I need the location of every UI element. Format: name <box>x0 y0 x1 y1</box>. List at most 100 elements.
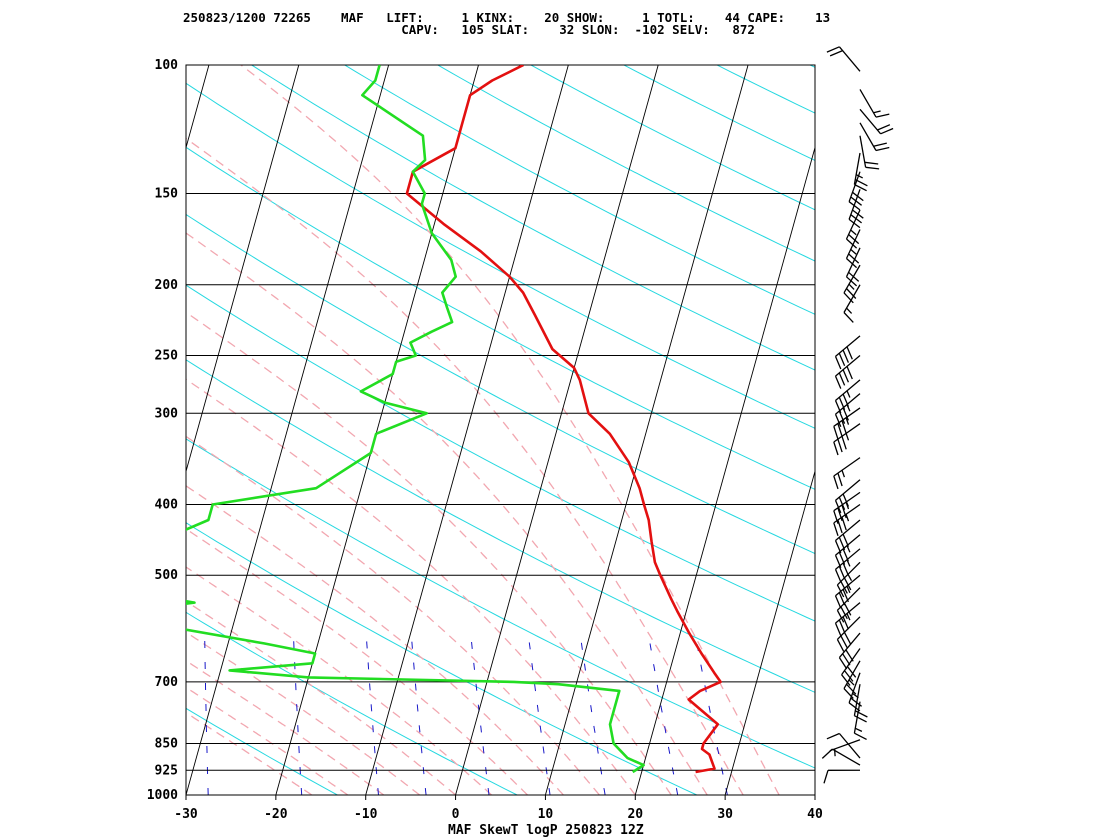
wind-barb-feather <box>843 577 852 591</box>
wind-barb-feather <box>850 214 862 224</box>
temperature-tick-label: 40 <box>807 807 823 822</box>
wind-barb-feather <box>833 441 839 456</box>
wind-barb-staff <box>841 648 861 676</box>
mixing-ratio-line <box>410 633 427 795</box>
dry-adiabat <box>186 284 815 622</box>
wind-barb <box>841 648 861 686</box>
pressure-tick-label: 400 <box>155 498 179 513</box>
wind-barb-half-feather <box>852 692 859 699</box>
wind-barb-feather <box>842 562 849 576</box>
wind-barb-feather <box>842 616 849 630</box>
wind-barb-feather <box>877 124 891 131</box>
pressure-axis-labels: 100 150 200 250 300 400 500 700 850 925 1000 <box>147 58 178 803</box>
wind-barb <box>859 89 890 118</box>
wind-barb-feather <box>834 414 842 428</box>
wind-barb-feather <box>838 657 848 670</box>
wind-barb-feather <box>845 649 854 662</box>
moist-adiabat <box>186 485 564 795</box>
wind-barb <box>834 335 861 370</box>
mixing-ratio-line <box>292 633 303 795</box>
wind-barb-feather <box>880 127 894 135</box>
wind-barb-feather <box>848 201 861 211</box>
wind-barb-feather <box>846 346 853 360</box>
wind-barb-feather <box>833 510 839 524</box>
wind-barb <box>836 587 861 623</box>
wind-barb-staff <box>836 587 861 611</box>
wind-barb-half-feather <box>846 613 851 621</box>
wind-barb-feather <box>848 253 860 264</box>
wind-barb-feather <box>846 683 857 695</box>
wind-barb-staff <box>835 479 861 501</box>
wind-barb <box>845 247 861 287</box>
dry-adiabat <box>808 65 815 68</box>
wind-barb-feather <box>829 50 843 57</box>
wind-barb-feather <box>852 209 864 219</box>
wind-barb-half-feather <box>846 545 851 553</box>
wind-barb-feather <box>843 631 852 645</box>
wind-barb-staff <box>848 672 861 704</box>
wind-barb-feather <box>838 397 846 411</box>
wind-barb-feather <box>838 372 846 386</box>
wind-barb-feather <box>826 46 840 53</box>
pressure-tick-label: 200 <box>155 278 179 293</box>
wind-barb-feather <box>838 592 846 606</box>
wind-barb <box>834 479 861 514</box>
wind-barb-feather <box>848 234 860 245</box>
wind-barb-feather <box>843 688 854 699</box>
wind-barb-feather <box>833 426 839 440</box>
wind-barb-feather <box>846 258 858 269</box>
wind-barb-feather <box>854 732 867 740</box>
isotherm <box>634 145 815 795</box>
wind-barb-feather <box>843 602 852 616</box>
isotherm <box>186 65 300 473</box>
wind-barb <box>838 632 861 670</box>
wind-barb <box>859 135 880 170</box>
wind-barb <box>834 519 861 554</box>
isotherm <box>186 65 390 795</box>
wind-barb-feather <box>837 423 843 437</box>
wind-barb-feather <box>841 504 847 519</box>
pressure-tick-label: 300 <box>155 406 179 421</box>
dry-adiabat <box>436 65 815 262</box>
wind-barb-feather <box>837 438 843 453</box>
chart-footer-title: MAF SkewT logP 250823 12Z <box>448 823 644 838</box>
wind-barb-half-feather <box>845 417 850 425</box>
mixing-ratio-line <box>647 633 679 795</box>
wind-barb-column <box>821 46 894 784</box>
isotherm <box>365 65 569 795</box>
wind-barb-half-feather <box>846 307 853 314</box>
wind-barb-half-feather <box>846 585 851 594</box>
wind-barb-feather <box>841 436 847 450</box>
wind-barb-feather <box>875 113 890 118</box>
wind-barb-half-feather <box>841 469 846 478</box>
wind-barb-feather <box>842 493 849 507</box>
wind-barb <box>833 503 861 537</box>
plot-frame <box>185 64 816 796</box>
wind-barb-feather <box>838 537 846 551</box>
wind-barb-staff <box>835 335 861 357</box>
wind-barb-feather <box>834 375 842 389</box>
dry-adiabat <box>529 65 815 211</box>
wind-barb <box>845 209 861 249</box>
isotherm <box>0 65 29 795</box>
wind-barb-staff <box>848 171 861 202</box>
moist-adiabat <box>186 566 492 795</box>
pressure-tick-label: 700 <box>155 675 179 690</box>
wind-barb-feather <box>840 635 848 649</box>
wind-barb-feather <box>842 548 849 562</box>
wind-barb-feather <box>855 179 868 187</box>
temperature-tick-label: 20 <box>627 807 643 822</box>
wind-barb <box>843 264 861 304</box>
wind-barb-feather <box>840 606 848 620</box>
wind-barb-feather <box>842 393 849 407</box>
wind-barb-feather <box>834 595 842 609</box>
dry-adiabat <box>186 82 815 429</box>
wind-barb-feather <box>834 356 842 370</box>
wind-barb <box>859 108 894 135</box>
wind-barb-staff <box>843 264 861 294</box>
wind-barb-half-feather <box>845 433 850 441</box>
dry-adiabat <box>186 359 815 693</box>
wind-barb-feather <box>834 400 842 414</box>
wind-barb-feather <box>865 166 880 170</box>
